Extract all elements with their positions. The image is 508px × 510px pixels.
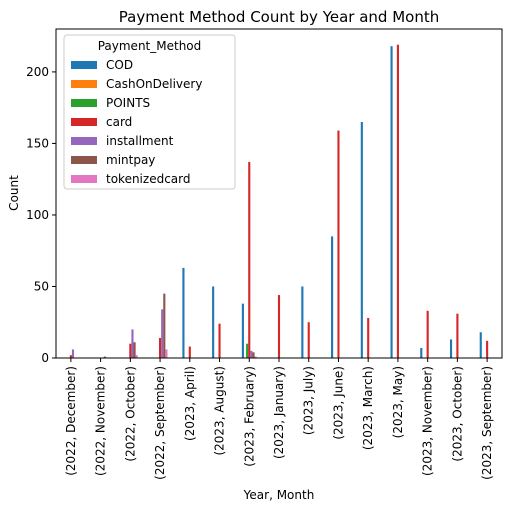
bars-layer — [69, 44, 489, 359]
y-tick-label: 100 — [26, 208, 49, 222]
bar-card-6 — [248, 162, 251, 358]
legend-label-card: card — [106, 115, 132, 129]
bar-card-13 — [456, 313, 459, 358]
bar-card-2 — [129, 343, 132, 358]
y-axis-label: Count — [7, 175, 21, 211]
legend-label-installment: installment — [106, 134, 174, 148]
legend-label-tokenizedcard: tokenizedcard — [106, 172, 190, 186]
bar-cod-10 — [360, 121, 363, 358]
bar-cod-9 — [331, 236, 334, 358]
legend-title: Payment_Method — [98, 39, 202, 53]
x-tick-label: (2022, December) — [64, 366, 78, 476]
bar-tokenizedcard-2 — [135, 355, 138, 358]
y-tick-label: 200 — [26, 65, 49, 79]
bar-cod-6 — [241, 303, 244, 358]
bar-cod-13 — [449, 339, 453, 358]
y-tick-label: 50 — [34, 279, 49, 293]
bar-cod-8 — [301, 286, 304, 358]
chart-title: Payment Method Count by Year and Month — [119, 8, 439, 26]
x-tick-label: (2022, September) — [153, 366, 167, 480]
bar-card-14 — [486, 340, 489, 358]
x-tick-label: (2022, November) — [94, 366, 108, 476]
bar-card-7 — [277, 295, 281, 358]
x-tick-label: (2023, June) — [331, 366, 345, 440]
y-tick-label: 150 — [26, 136, 49, 150]
bar-tokenizedcard-6 — [254, 356, 257, 358]
y-tick-label: 0 — [41, 351, 49, 365]
legend: Payment_Method COD CashOnDelivery POINTS car… — [63, 34, 236, 190]
legend-box — [63, 34, 236, 190]
x-tick-label: (2023, September) — [480, 366, 494, 480]
bar-card-0 — [69, 355, 72, 358]
legend-swatch-card — [71, 118, 97, 126]
x-tick-label: (2023, May) — [391, 366, 405, 438]
x-axis-label: Year, Month — [243, 488, 315, 502]
bar-cod-4 — [182, 267, 185, 358]
bar-mintpay-2 — [133, 342, 136, 358]
bar-mintpay-6 — [252, 352, 255, 358]
legend-swatch-points — [71, 99, 97, 107]
x-tick-label: (2022, October) — [123, 366, 137, 462]
axes-layer: 0 50 100 150 200 (2022, December) (2022, Novem… — [26, 28, 503, 480]
bar-installment-3 — [161, 309, 164, 358]
bar-cod-14 — [479, 332, 482, 358]
x-tick-label: (2023, February) — [242, 366, 256, 467]
x-tick-label: (2023, October) — [450, 366, 464, 462]
bar-installment-2 — [131, 329, 134, 358]
bar-card-4 — [188, 346, 191, 358]
bar-installment-6 — [250, 350, 253, 358]
bar-card-5 — [218, 323, 221, 358]
x-tick-label: (2023, August) — [213, 366, 227, 456]
bar-installment-0 — [71, 349, 75, 358]
x-tick-label: (2023, April) — [183, 366, 197, 441]
x-tick-label: (2023, March) — [361, 366, 375, 450]
legend-swatch-installment — [71, 137, 97, 145]
bar-card-10 — [367, 317, 370, 358]
bar-tokenizedcard-3 — [165, 349, 168, 358]
x-tick-label: (2023, November) — [421, 366, 435, 476]
legend-label-cod: COD — [106, 58, 133, 72]
bar-cod-12 — [420, 347, 423, 358]
legend-swatch-mintpay — [71, 156, 97, 164]
legend-label-points: POINTS — [106, 96, 150, 110]
bar-cod-11 — [390, 46, 393, 359]
legend-swatch-tokenizedcard — [71, 175, 97, 183]
bar-cod-5 — [212, 286, 215, 358]
bar-card-8 — [307, 322, 310, 358]
x-tick-label: (2023, January) — [272, 366, 286, 459]
bar-card-9 — [337, 130, 340, 358]
bar-mintpay-1 — [103, 356, 106, 358]
bar-card-12 — [426, 310, 429, 358]
x-tick-label: (2023, July) — [302, 366, 316, 435]
legend-label-mintpay: mintpay — [106, 153, 155, 167]
legend-swatch-cashondelivery — [71, 80, 97, 88]
legend-label-cashondelivery: CashOnDelivery — [106, 77, 202, 91]
bar-card-3 — [159, 337, 162, 358]
bar-mintpay-3 — [163, 293, 166, 358]
legend-swatch-cod — [71, 61, 97, 69]
bar-points-6 — [246, 343, 249, 358]
bar-card-11 — [396, 44, 399, 358]
